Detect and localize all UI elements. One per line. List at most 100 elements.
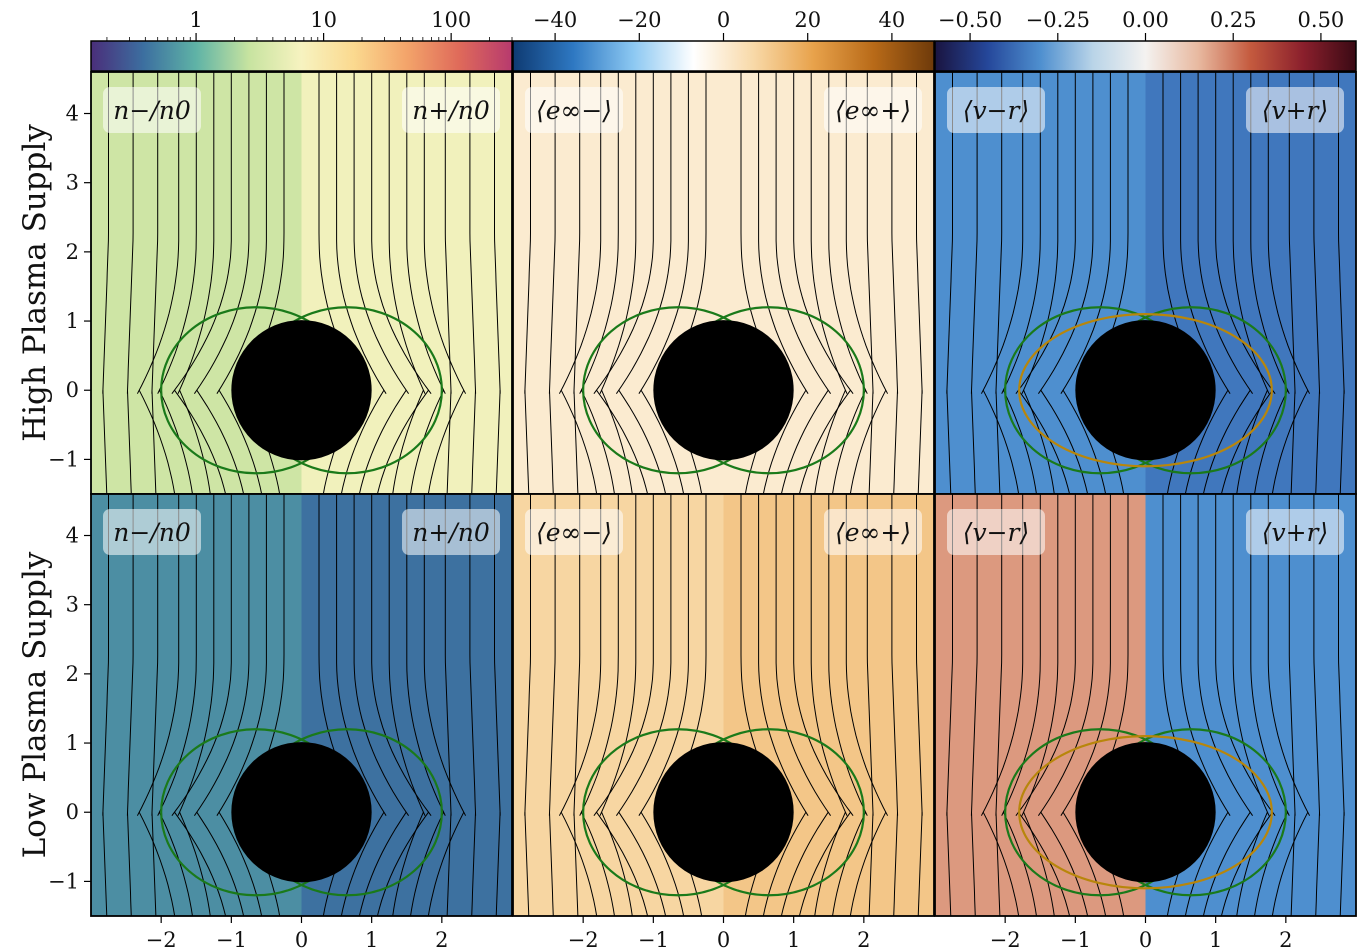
field-line bbox=[596, 389, 649, 494]
row-title-high: High Plasma Supply bbox=[17, 124, 53, 442]
field-line bbox=[638, 72, 689, 394]
field-line bbox=[138, 811, 176, 916]
field-line bbox=[1271, 389, 1309, 494]
x-tick-label: −2 bbox=[568, 928, 599, 952]
field-line bbox=[995, 812, 1001, 916]
panel-label-left: n−/n0 bbox=[113, 518, 191, 547]
field-line bbox=[1184, 389, 1229, 494]
field-line bbox=[174, 811, 227, 916]
panel-label-box bbox=[947, 87, 1045, 133]
field-line bbox=[171, 72, 232, 394]
field-line bbox=[1197, 72, 1254, 394]
field-line bbox=[340, 389, 385, 494]
field-line bbox=[638, 494, 689, 816]
field-line bbox=[1002, 389, 1037, 494]
field-line bbox=[353, 494, 410, 816]
field-line bbox=[1037, 494, 1094, 816]
field-line bbox=[640, 389, 685, 494]
field-line bbox=[171, 494, 232, 816]
field-line bbox=[151, 812, 157, 916]
field-line bbox=[573, 812, 579, 916]
field-line bbox=[868, 390, 874, 494]
field-line bbox=[793, 494, 854, 816]
x-tick-label: 0 bbox=[295, 928, 308, 952]
panel-label-box bbox=[103, 509, 201, 555]
field-line bbox=[560, 389, 598, 494]
colorbar-tick-label: 1 bbox=[189, 8, 202, 32]
field-line bbox=[410, 811, 445, 916]
field-line bbox=[814, 390, 846, 494]
panel-density-high: n−/n0 n+/n0 −1 0 1 2 3 4 bbox=[48, 71, 513, 495]
field-line bbox=[1232, 494, 1270, 816]
field-line bbox=[599, 72, 637, 394]
field-line bbox=[524, 390, 530, 494]
x-tick-label: −2 bbox=[990, 928, 1021, 952]
panel-label-right: ⟨v+r⟩ bbox=[1262, 518, 1329, 547]
field-line bbox=[810, 72, 848, 394]
field-line bbox=[376, 811, 429, 916]
field-line bbox=[1232, 72, 1270, 394]
field-line bbox=[1002, 811, 1037, 916]
field-line bbox=[177, 494, 215, 816]
field-line bbox=[849, 811, 887, 916]
field-line bbox=[1062, 389, 1107, 494]
field-line bbox=[1220, 811, 1273, 916]
colorbar-density bbox=[90, 40, 513, 72]
field-line bbox=[353, 72, 410, 394]
field-line bbox=[138, 389, 176, 494]
field-line bbox=[174, 389, 227, 494]
field-line bbox=[762, 811, 807, 916]
black-hole bbox=[1075, 320, 1216, 461]
field-line bbox=[946, 390, 952, 494]
field-line bbox=[1339, 812, 1345, 916]
y-tick-label: 4 bbox=[66, 524, 79, 548]
x-tick-label: −2 bbox=[146, 928, 177, 952]
field-line bbox=[549, 390, 554, 494]
field-line bbox=[1197, 494, 1254, 816]
field-line bbox=[427, 389, 465, 494]
field-line bbox=[1271, 811, 1309, 916]
colorbar-tick-label: −40 bbox=[533, 8, 577, 32]
panel-label-right: ⟨e∞+⟩ bbox=[835, 518, 911, 547]
field-line bbox=[1254, 389, 1289, 494]
colorbar-tick-label: 0.25 bbox=[1210, 8, 1257, 32]
field-line bbox=[793, 72, 854, 394]
panel-label-right: ⟨e∞+⟩ bbox=[835, 96, 911, 125]
field-line bbox=[580, 811, 615, 916]
black-hole bbox=[1075, 742, 1216, 883]
field-line bbox=[1254, 811, 1289, 916]
field-line bbox=[549, 812, 554, 916]
field-line bbox=[336, 72, 387, 394]
field-line bbox=[193, 72, 250, 394]
panel-label-box bbox=[1246, 509, 1344, 555]
field-line bbox=[601, 812, 633, 916]
field-line bbox=[560, 811, 598, 916]
field-line bbox=[127, 812, 132, 916]
field-line bbox=[471, 812, 476, 916]
field-line bbox=[388, 72, 426, 394]
panel-label-box bbox=[947, 509, 1045, 555]
y-tick-label: 1 bbox=[66, 309, 79, 333]
field-line bbox=[1023, 390, 1055, 494]
y-tick-label: 0 bbox=[66, 378, 79, 402]
field-line bbox=[158, 389, 193, 494]
panel-label-box bbox=[824, 509, 922, 555]
field-line bbox=[971, 390, 976, 494]
field-line bbox=[1290, 390, 1296, 494]
field-line bbox=[392, 390, 424, 494]
field-line bbox=[179, 390, 211, 494]
field-line bbox=[593, 494, 654, 816]
field-line bbox=[495, 812, 501, 916]
field-line bbox=[392, 812, 424, 916]
field-line bbox=[1037, 72, 1094, 394]
field-line bbox=[982, 811, 1020, 916]
field-line bbox=[1062, 811, 1107, 916]
field-line bbox=[615, 494, 672, 816]
field-line bbox=[599, 494, 637, 816]
field-line bbox=[388, 494, 426, 816]
field-line bbox=[775, 72, 832, 394]
field-line bbox=[1339, 390, 1345, 494]
colorbar-tick-label: 20 bbox=[794, 8, 821, 32]
panel-label-box bbox=[525, 509, 623, 555]
